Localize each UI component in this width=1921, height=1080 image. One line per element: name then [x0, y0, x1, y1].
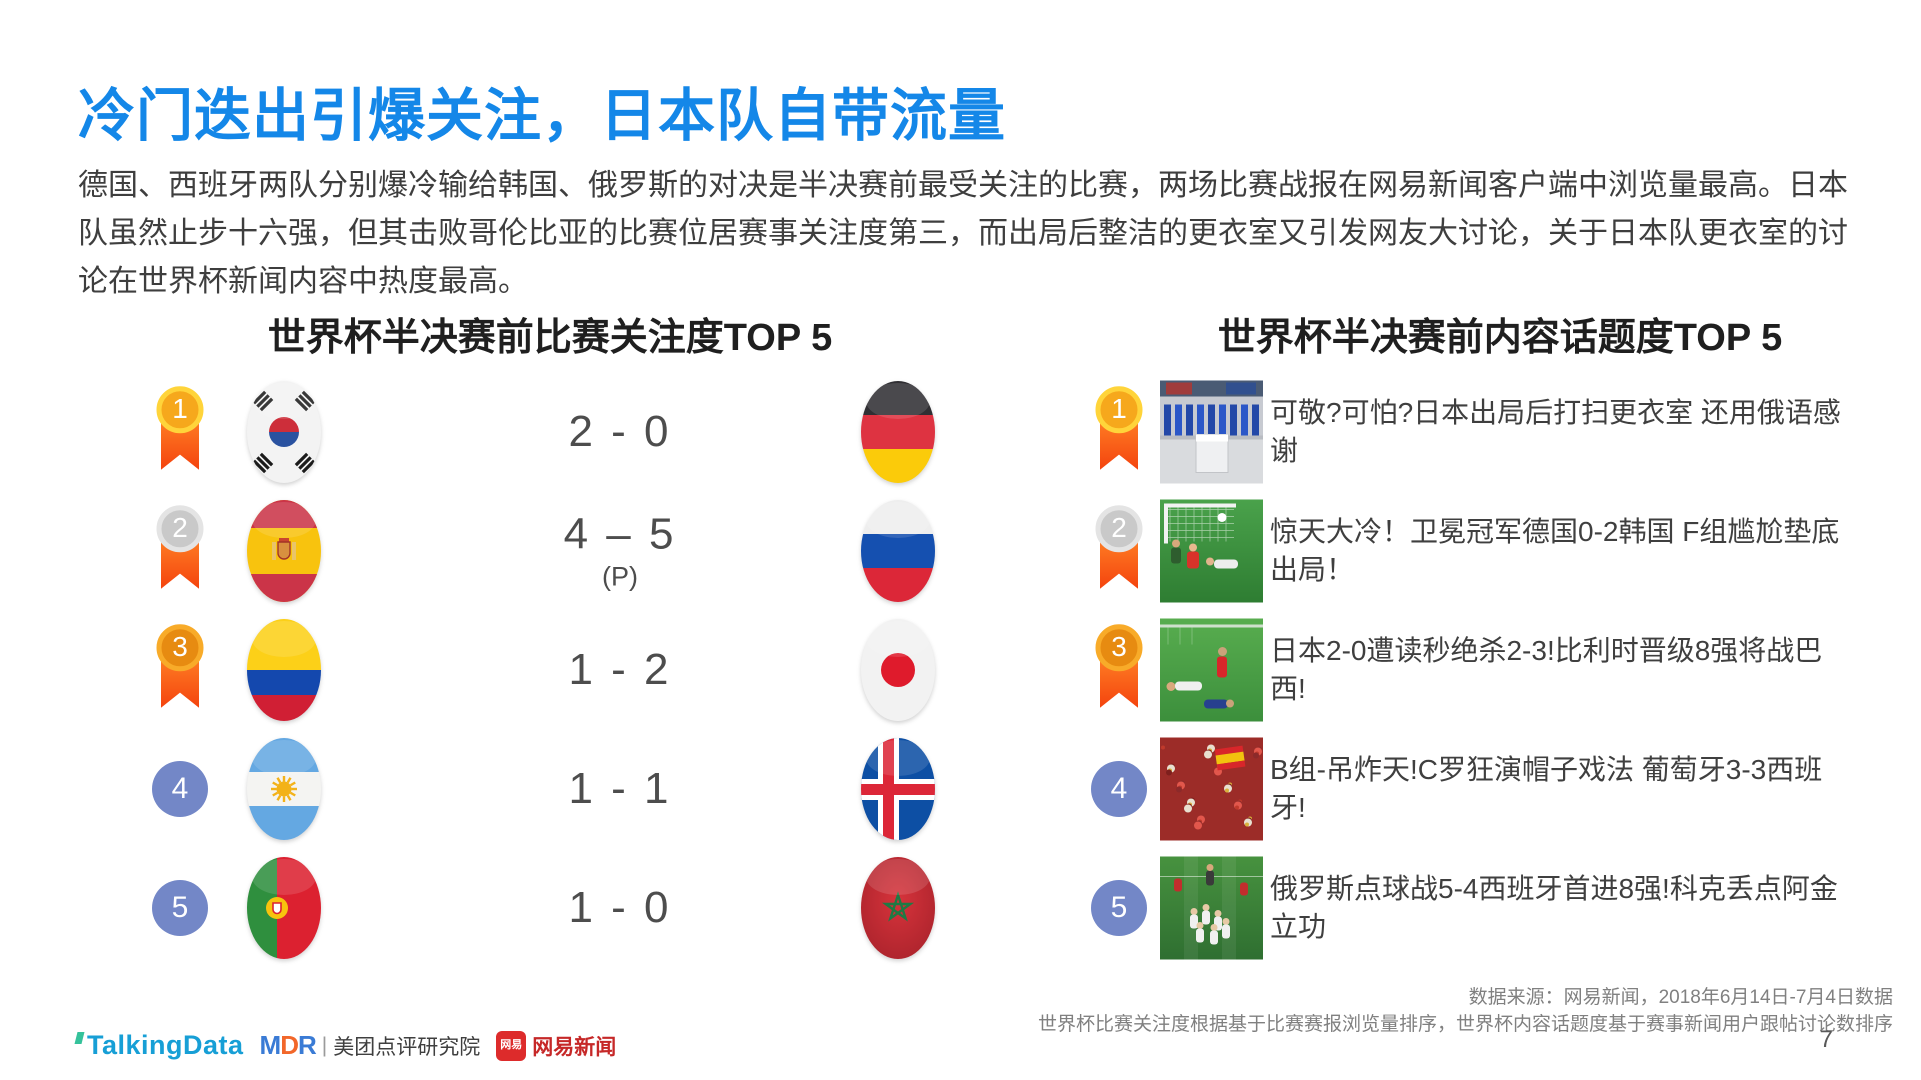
page-number: 7: [1819, 1026, 1833, 1053]
meituan-dianping-label: 美团点评研究院: [333, 1035, 481, 1059]
talkingdata-wordmark: TalkingData: [87, 1030, 244, 1060]
footer-logos: TalkingData MDR | 美团点评研究院 网易 网易新闻: [74, 1030, 617, 1061]
rank-2-medal: 2: [152, 504, 208, 593]
match-row: 2 4 – 5 (P): [130, 491, 960, 610]
rank-5-badge: 5: [1091, 879, 1147, 936]
match-row: 1 2 - 0: [130, 372, 960, 491]
match-score: 4 – 5 (P): [480, 509, 760, 592]
topic-row: 3 日本2-0遭读秒绝杀2-3!比利时晋级8强将战巴西!: [1090, 610, 1880, 729]
topic-headline: 俄罗斯点球战5-4西班牙首进8强!科克丢点阿金立功: [1270, 872, 1838, 942]
netease-news-logo: 网易 网易新闻: [496, 1030, 617, 1061]
intro-paragraph: 德国、西班牙两队分别爆冷输给韩国、俄罗斯的对决是半决赛前最受关注的比赛，两场比赛…: [78, 169, 1848, 298]
topic-row: 4 B组-吊炸天!C罗狂演帽子戏法 葡萄牙3-3西班牙!: [1090, 729, 1880, 848]
netease-news-label: 网易新闻: [532, 1035, 617, 1059]
rank-4-badge: 4: [152, 760, 208, 817]
meituan-dianping-logo: MDR | 美团点评研究院: [260, 1030, 481, 1061]
topic-row: 2 惊天大冷！卫冕冠军德国0-2韩国 F组尴尬垫底出局！: [1090, 491, 1880, 610]
topic-thumbnail-germany-korea-goal: [1160, 499, 1263, 602]
topic-thumbnail-portugal-spain-fans: [1160, 737, 1263, 840]
talkingdata-logo: TalkingData: [74, 1030, 244, 1061]
rank-1-medal: 1: [1091, 385, 1147, 474]
rank-2-medal: 2: [1091, 504, 1147, 593]
logo-divider: |: [321, 1033, 328, 1057]
topic-section-title: 世界杯半决赛前内容话题度TOP 5: [1217, 317, 1783, 359]
topic-row: 1 可敬?可怕?日本出局后打扫更衣室 还用俄语感谢: [1090, 372, 1880, 491]
topic-thumbnail-japan-locker-room: [1160, 380, 1263, 483]
flag-morocco-icon: [861, 856, 935, 959]
rank-4-badge: 4: [1091, 760, 1147, 817]
flag-japan-icon: [861, 618, 935, 721]
topic-ranking-list: 1 可敬?可怕?日本出局后打扫更衣室 还用俄语感谢 2 惊天大冷！卫冕冠军德国0…: [1090, 372, 1880, 967]
rank-1-medal: 1: [152, 385, 208, 474]
page-title: 冷门迭出引爆关注，日本队自带流量: [78, 84, 1006, 148]
topic-headline: 可敬?可怕?日本出局后打扫更衣室 还用俄语感谢: [1270, 396, 1841, 466]
talkingdata-tick-icon: [74, 1032, 85, 1044]
match-ranking-list: 1 2 - 0 2 4 – 5 (P): [130, 372, 960, 967]
match-section-title: 世界杯半决赛前比赛关注度TOP 5: [267, 317, 833, 359]
topic-headline: 惊天大冷！卫冕冠军德国0-2韩国 F组尴尬垫底出局！: [1270, 515, 1840, 585]
penalty-note: (P): [602, 561, 638, 591]
flag-portugal-icon: [247, 856, 321, 959]
topic-thumbnail-japan-belgium-goal: [1160, 618, 1263, 721]
rank-3-medal: 3: [152, 623, 208, 712]
flag-germany-icon: [861, 380, 935, 483]
topic-thumbnail-russia-spain-celebration: [1160, 856, 1263, 959]
data-source-note: 数据来源：网易新闻，2018年6月14日-7月4日数据 世界杯比赛关注度根据基于…: [1038, 984, 1893, 1038]
flag-south-korea-icon: [247, 380, 321, 483]
topic-headline: B组-吊炸天!C罗狂演帽子戏法 葡萄牙3-3西班牙!: [1270, 753, 1823, 823]
flag-spain-icon: [247, 499, 321, 602]
match-row: 5 1 - 0: [130, 848, 960, 967]
match-score: 1 - 2: [568, 644, 672, 694]
match-score: 2 - 0: [568, 406, 672, 456]
match-row: 3 1 - 2: [130, 610, 960, 729]
topic-row: 5 俄罗斯点球战5-4西班牙首进8强!科克丢点阿金立功: [1090, 848, 1880, 967]
match-score: 1 - 1: [568, 763, 672, 813]
flag-colombia-icon: [247, 618, 321, 721]
rank-5-badge: 5: [152, 879, 208, 936]
flag-russia-icon: [861, 499, 935, 602]
flag-argentina-icon: [247, 737, 321, 840]
netease-badge-icon: 网易: [496, 1030, 527, 1061]
mdr-logo-icon: MDR: [259, 1030, 317, 1060]
data-source-line1: 数据来源：网易新闻，2018年6月14日-7月4日数据: [1468, 987, 1893, 1008]
data-source-line2: 世界杯比赛关注度根据基于比赛赛报浏览量排序，世界杯内容话题度基于赛事新闻用户跟帖…: [1037, 1014, 1893, 1035]
rank-3-medal: 3: [1091, 623, 1147, 712]
match-row: 4 1 - 1: [130, 729, 960, 848]
topic-headline: 日本2-0遭读秒绝杀2-3!比利时晋级8强将战巴西!: [1270, 634, 1823, 704]
flag-iceland-icon: [861, 737, 935, 840]
match-score: 1 - 0: [568, 882, 672, 932]
